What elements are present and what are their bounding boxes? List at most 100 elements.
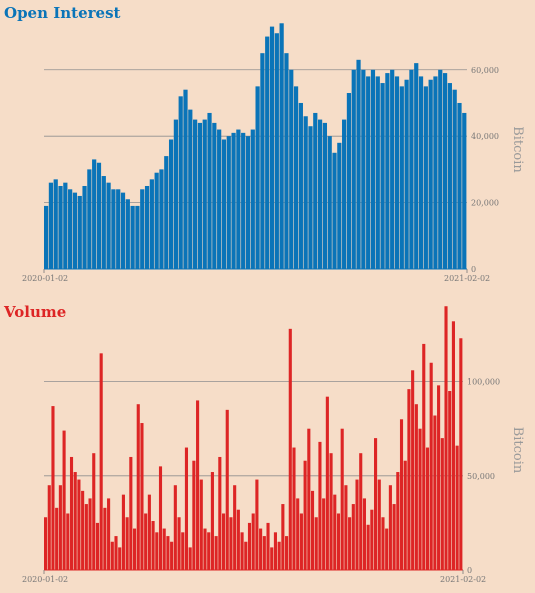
bar	[418, 76, 424, 269]
bar	[385, 73, 390, 269]
bar	[55, 507, 59, 570]
bar	[327, 136, 332, 269]
bar	[351, 504, 355, 570]
bar	[82, 185, 87, 269]
bar	[265, 36, 270, 270]
bar	[414, 63, 419, 269]
bar	[255, 86, 260, 270]
bar	[132, 528, 137, 570]
bar	[114, 536, 118, 570]
bar	[390, 69, 395, 270]
x-end-date-label: 2021-02-02	[440, 575, 486, 584]
bar	[72, 192, 78, 269]
bar	[53, 179, 58, 269]
y-tick-label: 0	[467, 566, 472, 575]
bar	[51, 406, 55, 570]
bar	[92, 453, 96, 570]
y-tick-label: 40,000	[471, 132, 499, 141]
bar	[346, 93, 352, 269]
bar	[181, 532, 185, 570]
bar	[197, 122, 203, 270]
bar	[274, 33, 279, 269]
bar	[136, 404, 140, 570]
bar	[277, 541, 281, 570]
bar	[125, 517, 129, 570]
bar	[425, 447, 430, 570]
bar	[121, 494, 125, 570]
bar	[392, 504, 396, 570]
bar	[411, 370, 415, 570]
bar	[366, 76, 371, 269]
bar	[455, 445, 459, 570]
bar	[396, 472, 400, 570]
bar	[448, 391, 452, 570]
bar	[303, 460, 307, 570]
bar	[375, 76, 380, 269]
bar	[183, 89, 188, 269]
bar	[140, 189, 145, 269]
bar	[207, 532, 211, 570]
bar	[370, 69, 376, 270]
bar	[451, 321, 455, 570]
bar	[236, 509, 240, 570]
bar	[452, 89, 457, 269]
bar	[135, 205, 140, 269]
bar	[388, 485, 392, 570]
bar	[322, 122, 328, 270]
bar	[440, 438, 444, 570]
bar	[245, 136, 251, 269]
bar	[255, 479, 259, 570]
bar	[279, 23, 284, 270]
y-tick-label: 20,000	[471, 199, 499, 208]
bar	[184, 447, 189, 570]
bar	[95, 522, 100, 570]
bar	[361, 69, 366, 270]
bar	[58, 185, 63, 269]
bar	[129, 456, 133, 570]
bar	[170, 541, 174, 570]
bar	[262, 536, 266, 570]
bar	[292, 447, 296, 570]
bar	[407, 389, 411, 570]
bar	[47, 485, 51, 570]
bar	[428, 79, 433, 269]
bar	[296, 498, 300, 570]
bar	[151, 521, 155, 570]
bar	[404, 79, 409, 269]
y-tick-label: 100,000	[467, 378, 500, 387]
bar	[289, 69, 294, 270]
bar	[459, 338, 463, 570]
bar	[240, 532, 244, 570]
bar	[307, 428, 311, 570]
bar	[203, 528, 207, 570]
bar	[44, 205, 49, 269]
bar	[299, 513, 303, 570]
bar	[342, 119, 347, 269]
bar	[173, 485, 177, 570]
bar	[322, 498, 326, 570]
chart-panel-1: Volume 0 50,000 100,000 2020-01-02 2021-02-02…	[3, 303, 525, 584]
bar	[314, 517, 318, 570]
bar	[221, 513, 226, 570]
bar	[77, 479, 81, 570]
bar	[325, 396, 329, 570]
bar	[381, 517, 385, 570]
bar	[281, 504, 285, 570]
bar	[344, 485, 348, 570]
bar	[130, 205, 135, 269]
bar	[356, 59, 361, 270]
bar	[442, 73, 448, 269]
bar	[332, 152, 337, 269]
bar	[92, 159, 97, 269]
bar	[303, 116, 308, 269]
bar	[288, 328, 292, 570]
bar	[247, 522, 252, 570]
bar	[233, 485, 237, 570]
x-end-date-label: 2021-02-02	[444, 274, 490, 283]
bar	[399, 86, 404, 270]
bar	[244, 541, 248, 570]
bar	[84, 504, 88, 570]
bar	[178, 96, 183, 269]
